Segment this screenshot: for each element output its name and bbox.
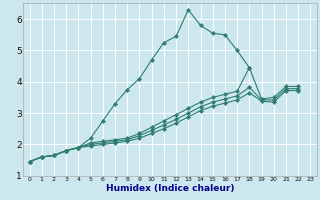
X-axis label: Humidex (Indice chaleur): Humidex (Indice chaleur)	[106, 184, 234, 193]
